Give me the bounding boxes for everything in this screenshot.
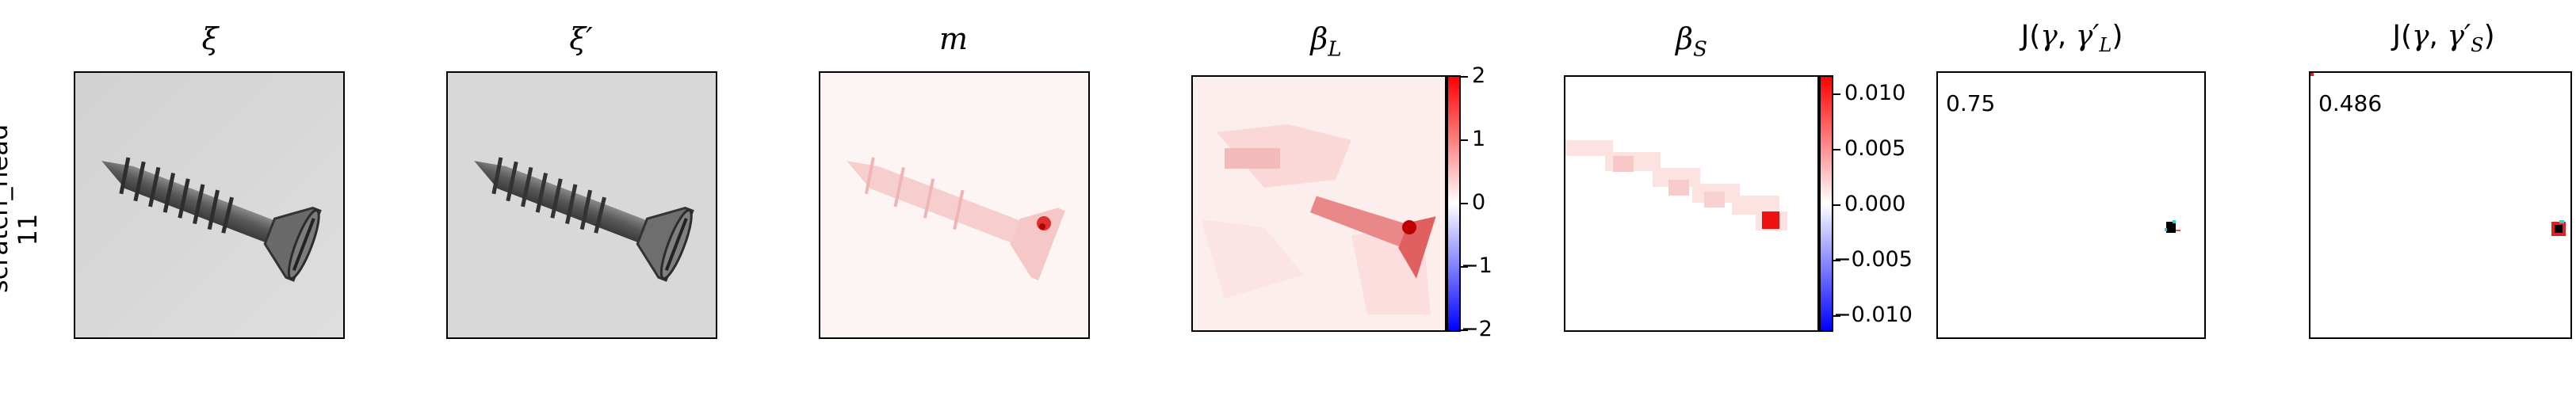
panel-5-title: βS [1676, 21, 1707, 62]
panel-3-title: m [938, 21, 969, 56]
beta-l-map [1193, 77, 1445, 330]
screw-reconstruction-image [448, 73, 716, 337]
panel-6-title: J(γ, γ′L) [2020, 20, 2123, 57]
mask-s [2310, 73, 2566, 236]
colorbar-4-tick: 1 [1472, 127, 1486, 151]
panel-4-title: βL [1310, 21, 1342, 62]
colorbar-5-tick: −0.010 [1833, 303, 1913, 327]
panel-7-mask: 0.486 [2309, 71, 2572, 339]
panel-5-map [1564, 75, 1819, 332]
row-label-category: scratch_head [0, 124, 13, 293]
panel-4-colorbar [1447, 75, 1461, 332]
mask-l [2165, 220, 2180, 233]
panel-6-score: 0.75 [1946, 90, 1996, 116]
panel-1-image [74, 71, 345, 339]
panel-2-title: ξ′ [569, 21, 593, 56]
colorbar-5-tick: 0.010 [1844, 81, 1906, 105]
colorbar-5-tick: −0.005 [1833, 247, 1913, 272]
colorbar-5-tick: 0.005 [1844, 136, 1906, 161]
panel-7-title-sub: S [2471, 34, 2484, 57]
panel-7-score: 0.486 [2318, 90, 2383, 116]
panel-5-title-sub: S [1693, 37, 1707, 62]
colorbar-4-tick: −2 [1461, 317, 1492, 341]
panel-4-map [1191, 75, 1447, 332]
panel-4-title-sub: L [1328, 37, 1342, 62]
panel-5-colorbar [1819, 75, 1833, 332]
row-label-index: 11 [12, 213, 43, 246]
beta-s-map [1565, 77, 1817, 330]
panel-2-image [446, 71, 717, 339]
panel-1-title: ξ [201, 21, 219, 56]
panel-3-map [819, 71, 1090, 339]
colorbar-5-tick: 0.000 [1844, 192, 1906, 216]
colorbar-4-tick: −1 [1461, 253, 1492, 278]
panel-7-title: J(γ, γ′S) [2392, 20, 2495, 57]
colorbar-4-tick: 2 [1472, 63, 1486, 88]
difference-map [820, 73, 1088, 337]
colorbar-4-tick: 0 [1472, 190, 1486, 215]
panel-6-mask: 0.75 [1936, 71, 2206, 339]
panel-6-title-sub: L [2099, 34, 2112, 57]
row-label: scratch_head 11 [0, 124, 48, 293]
screw-image [75, 73, 343, 337]
